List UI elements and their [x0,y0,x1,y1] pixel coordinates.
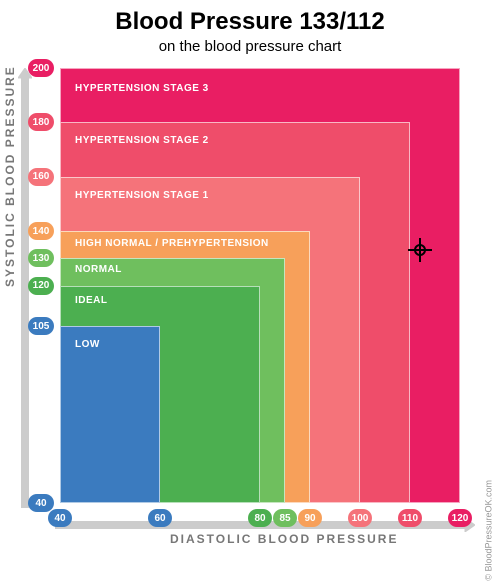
x-tick: 110 [398,509,422,527]
zone: LOW [60,326,160,503]
y-tick: 105 [28,317,54,335]
zone-label: IDEAL [75,295,108,306]
zone-label: LOW [75,339,100,350]
reading-marker-icon [408,238,432,262]
zone-label: HYPERTENSION STAGE 3 [75,83,209,94]
title-value: 133/112 [299,8,384,35]
x-tick: 100 [348,509,372,527]
y-tick: 140 [28,222,54,240]
y-tick: 160 [28,168,54,186]
title-prefix: Blood Pressure [115,8,299,35]
credit-text: © BloodPressureOK.com [484,480,494,581]
y-tick: 130 [28,249,54,267]
chart-title: Blood Pressure 133/112 on the blood pres… [0,0,500,55]
y-axis-label: SYSTOLIC BLOOD PRESSURE [3,65,17,287]
x-tick: 85 [273,509,297,527]
x-tick: 40 [48,509,72,527]
x-tick: 80 [248,509,272,527]
y-tick: 180 [28,113,54,131]
y-tick: 200 [28,59,54,77]
zone-label: HYPERTENSION STAGE 1 [75,190,209,201]
x-tick: 120 [448,509,472,527]
x-tick: 60 [148,509,172,527]
title-main: Blood Pressure 133/112 [0,8,500,36]
zone-label: HIGH NORMAL / PREHYPERTENSION [75,238,269,249]
zone-label: NORMAL [75,264,122,275]
title-sub: on the blood pressure chart [0,38,500,55]
bp-chart: HYPERTENSION STAGE 3 HYPERTENSION STAGE 2… [60,68,460,503]
y-tick: 40 [28,494,54,512]
x-axis-label: DIASTOLIC BLOOD PRESSURE [170,532,398,546]
y-tick: 120 [28,277,54,295]
zone-label: HYPERTENSION STAGE 2 [75,135,209,146]
x-tick: 90 [298,509,322,527]
